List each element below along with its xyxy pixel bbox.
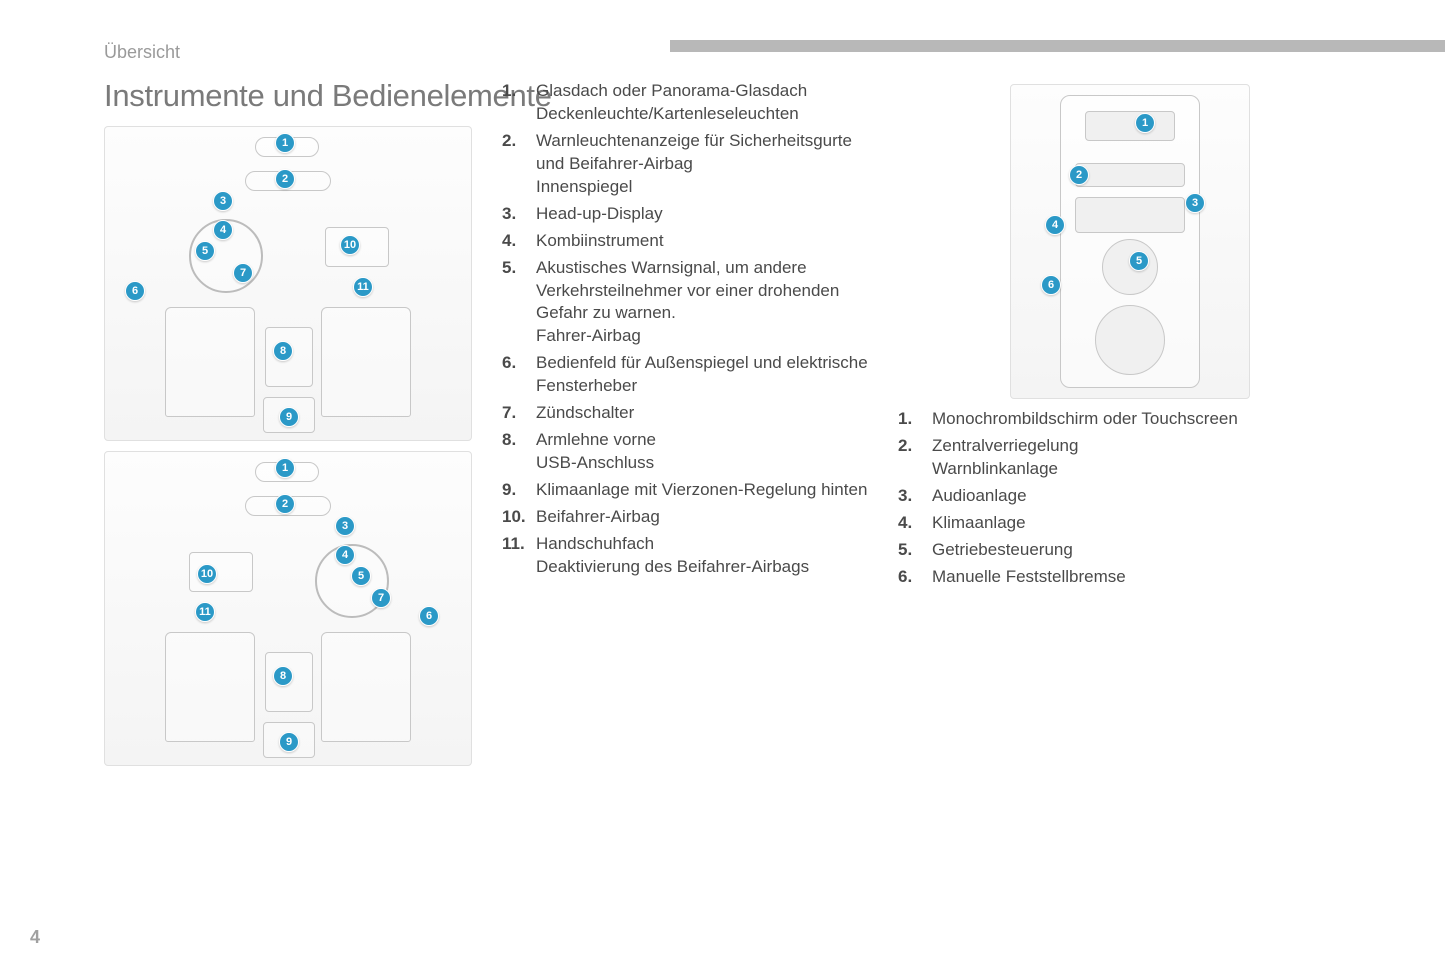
list-console: 1.Monochrombildschirm oder Touchscreen2.…	[898, 408, 1318, 589]
callout-3: 3	[213, 191, 233, 211]
callout-1: 1	[1135, 113, 1155, 133]
list-item: 4.Klimaanlage	[898, 512, 1318, 535]
list-item-number: 5.	[502, 257, 536, 349]
console-diagram-column: 1 2 3 4 5 6	[930, 84, 1330, 399]
list-item-text: Akustisches Warnsignal, um andere Verkeh…	[536, 257, 872, 349]
callout-4: 4	[335, 545, 355, 565]
callout-7: 7	[233, 263, 253, 283]
list-item-number: 5.	[898, 539, 932, 562]
callout-6: 6	[1041, 275, 1061, 295]
callout-3: 3	[335, 516, 355, 536]
list-item-text: Monochrombildschirm oder Touchscreen	[932, 408, 1318, 431]
page-title: Instrumente und Bedienelemente	[104, 78, 552, 114]
list-main: 1.Glasdach oder Panorama-GlasdachDeckenl…	[502, 80, 872, 579]
list-item-number: 4.	[502, 230, 536, 253]
list-item: 5.Getriebesteuerung	[898, 539, 1318, 562]
page-number: 4	[30, 927, 40, 948]
callout-3: 3	[1185, 193, 1205, 213]
callout-8: 8	[273, 666, 293, 686]
callout-5: 5	[195, 241, 215, 261]
list-item-text: Klimaanlage mit Vierzonen-Regelung hinte…	[536, 479, 872, 502]
list-item: 6.Manuelle Feststellbremse	[898, 566, 1318, 589]
diagram-console: 1 2 3 4 5 6	[1010, 84, 1250, 399]
list-item: 1.Glasdach oder Panorama-GlasdachDeckenl…	[502, 80, 872, 126]
list-item-text: HandschuhfachDeaktivierung des Beifahrer…	[536, 533, 872, 579]
list-item: 2.Warnleuchtenanzeige für Sicherheitsgur…	[502, 130, 872, 199]
list-item: 4.Kombiinstrument	[502, 230, 872, 253]
callout-1: 1	[275, 458, 295, 478]
callout-2: 2	[275, 169, 295, 189]
callout-7: 7	[371, 588, 391, 608]
list-item-text: Beifahrer-Airbag	[536, 506, 872, 529]
list-console-column: 1.Monochrombildschirm oder Touchscreen2.…	[898, 408, 1318, 593]
list-item-text: Glasdach oder Panorama-GlasdachDeckenleu…	[536, 80, 872, 126]
list-item-text: Head-up-Display	[536, 203, 872, 226]
list-item-number: 3.	[898, 485, 932, 508]
section-label: Übersicht	[104, 42, 180, 63]
callout-10: 10	[197, 564, 217, 584]
list-item: 1.Monochrombildschirm oder Touchscreen	[898, 408, 1318, 431]
list-item-text: Armlehne vorneUSB-Anschluss	[536, 429, 872, 475]
callout-6: 6	[419, 606, 439, 626]
list-item-text: Getriebesteuerung	[932, 539, 1318, 562]
callout-9: 9	[279, 732, 299, 752]
callout-8: 8	[273, 341, 293, 361]
list-item: 2.ZentralverriegelungWarnblinkanlage	[898, 435, 1318, 481]
callout-2: 2	[1069, 165, 1089, 185]
list-item-number: 6.	[502, 352, 536, 398]
list-item-text: ZentralverriegelungWarnblinkanlage	[932, 435, 1318, 481]
list-item: 8.Armlehne vorneUSB-Anschluss	[502, 429, 872, 475]
list-item-number: 1.	[898, 408, 932, 431]
diagram-column: 1234567891011 1234567891011	[104, 126, 472, 776]
list-item-text: Warnleuchtenanzeige für Sicherheitsgurte…	[536, 130, 872, 199]
list-item-text: Bedienfeld für Außenspiegel und elektris…	[536, 352, 872, 398]
callout-5: 5	[1129, 251, 1149, 271]
list-item-text: Kombiinstrument	[536, 230, 872, 253]
list-item-number: 3.	[502, 203, 536, 226]
list-item-number: 4.	[898, 512, 932, 535]
list-item: 7.Zündschalter	[502, 402, 872, 425]
list-item-number: 9.	[502, 479, 536, 502]
list-item-number: 2.	[502, 130, 536, 199]
list-item: 5.Akustisches Warnsignal, um andere Verk…	[502, 257, 872, 349]
list-item: 6.Bedienfeld für Außenspiegel und elektr…	[502, 352, 872, 398]
callout-11: 11	[353, 277, 373, 297]
callout-6: 6	[125, 281, 145, 301]
list-item: 3.Audioanlage	[898, 485, 1318, 508]
list-item-number: 7.	[502, 402, 536, 425]
callout-1: 1	[275, 133, 295, 153]
list-item: 11.HandschuhfachDeaktivierung des Beifah…	[502, 533, 872, 579]
diagram-cockpit-right: 1 2 3 45 6 7 8 9 10 11	[104, 451, 472, 766]
list-item: 3.Head-up-Display	[502, 203, 872, 226]
list-item-text: Zündschalter	[536, 402, 872, 425]
list-main-column: 1.Glasdach oder Panorama-GlasdachDeckenl…	[502, 80, 872, 583]
list-item-number: 2.	[898, 435, 932, 481]
list-item: 9.Klimaanlage mit Vierzonen-Regelung hin…	[502, 479, 872, 502]
list-item-number: 11.	[502, 533, 536, 579]
header-rule	[670, 40, 1445, 52]
list-item-number: 6.	[898, 566, 932, 589]
list-item-number: 8.	[502, 429, 536, 475]
callout-11: 11	[195, 602, 215, 622]
callout-5: 5	[351, 566, 371, 586]
callout-4: 4	[213, 220, 233, 240]
callout-9: 9	[279, 407, 299, 427]
list-item-number: 10.	[502, 506, 536, 529]
diagram-cockpit-left: 1 2 3 45 6 7 8 9 10 11	[104, 126, 472, 441]
list-item-text: Manuelle Feststellbremse	[932, 566, 1318, 589]
callout-2: 2	[275, 494, 295, 514]
callout-10: 10	[340, 235, 360, 255]
list-item-text: Audioanlage	[932, 485, 1318, 508]
list-item: 10.Beifahrer-Airbag	[502, 506, 872, 529]
list-item-text: Klimaanlage	[932, 512, 1318, 535]
callout-4: 4	[1045, 215, 1065, 235]
list-item-number: 1.	[502, 80, 536, 126]
